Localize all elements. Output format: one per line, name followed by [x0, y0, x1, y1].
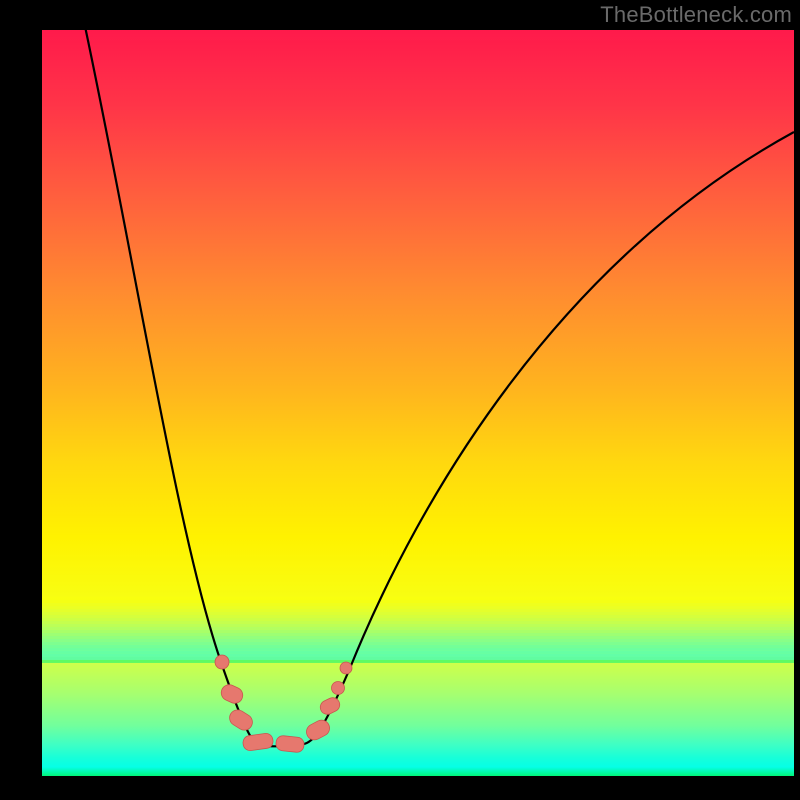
data-marker: [332, 682, 345, 695]
watermark-text: TheBottleneck.com: [600, 2, 792, 28]
chart-container: TheBottleneck.com: [0, 0, 800, 800]
data-marker: [340, 662, 352, 674]
bottleneck-chart: [0, 0, 800, 800]
data-marker: [215, 655, 229, 669]
gradient-background: [42, 30, 794, 776]
plot-area: [42, 15, 794, 776]
data-marker: [275, 735, 304, 753]
gradient-bands: [42, 597, 794, 663]
